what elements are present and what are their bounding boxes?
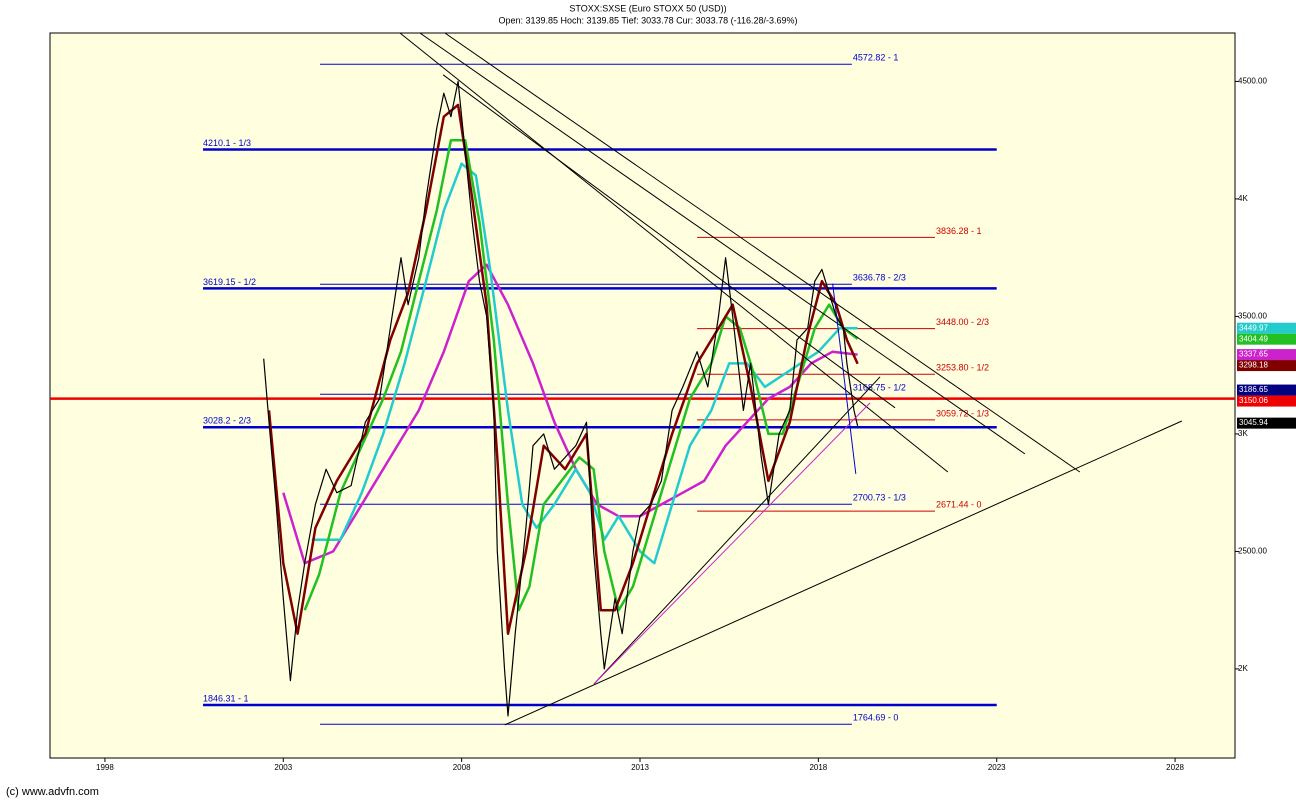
level-label: 3836.28 - 1	[936, 226, 982, 236]
trend-line	[832, 283, 857, 474]
price-badge	[1237, 360, 1296, 372]
level-label: 3028.2 - 2/3	[203, 416, 251, 426]
trend-line	[504, 420, 1183, 726]
plot-layer: 4210.1 - 1/3 3619.15 - 1/2 3028.2 - 2/3 184…	[50, 33, 1235, 726]
trend-line	[419, 33, 1026, 455]
footer: (c) www.advfn.com	[6, 786, 99, 798]
price-badge	[1237, 322, 1296, 334]
x-tick-label: 2018	[809, 763, 827, 772]
level-label: 3636.78 - 2/3	[853, 273, 906, 283]
level-label: 3253.80 - 1/2	[936, 363, 989, 373]
trend-line	[593, 402, 871, 685]
price-badge-label: 3404.49	[1239, 334, 1268, 343]
x-tick-label: 2023	[988, 763, 1006, 772]
price-badge	[1237, 417, 1296, 429]
trend-line	[399, 33, 949, 473]
x-tick-label: 1998	[96, 763, 114, 772]
price-badge	[1237, 395, 1296, 407]
price-badge	[1237, 349, 1296, 361]
y-tick-label: 3K	[1238, 429, 1248, 438]
level-label: 1846.31 - 1	[203, 693, 249, 703]
chart-subtitle: Open: 3139.85 Hoch: 3139.85 Tief: 3033.7…	[498, 15, 797, 25]
y-tick-label: 4K	[1238, 194, 1248, 203]
trend-line	[444, 33, 1081, 473]
level-label: 2700.73 - 1/3	[853, 493, 906, 503]
price-badge	[1237, 384, 1296, 396]
level-label: 4210.1 - 1/3	[203, 138, 251, 148]
plot-area	[49, 32, 1236, 759]
price-badge-label: 3045.94	[1239, 418, 1268, 427]
level-label: 3448.00 - 2/3	[936, 317, 989, 327]
x-tick-label: 2028	[1166, 763, 1184, 772]
trend-line	[442, 74, 896, 409]
trend-line	[593, 376, 881, 685]
price-badge-label: 3298.18	[1239, 361, 1268, 370]
x-tick-label: 2008	[453, 763, 471, 772]
moving-average	[303, 138, 859, 612]
y-tick-label: 2500.00	[1238, 547, 1267, 556]
y-tick-label: 4500.00	[1238, 77, 1267, 86]
price-badge-label: 3150.06	[1239, 396, 1268, 405]
x-tick-label: 2003	[274, 763, 292, 772]
price-badge	[1237, 333, 1296, 345]
price-badge-label: 3337.65	[1239, 350, 1268, 359]
chart-title: STOXX:SXSE (Euro STOXX 50 (USD))	[569, 3, 726, 13]
y-tick-label: 3500.00	[1238, 312, 1267, 321]
level-label: 3059.72 - 1/3	[936, 408, 989, 418]
price-line	[263, 80, 859, 717]
level-label: 2671.44 - 0	[936, 500, 982, 510]
level-label: 4572.82 - 1	[853, 53, 899, 63]
level-label: 1764.69 - 0	[853, 713, 899, 723]
x-tick-label: 2013	[631, 763, 649, 772]
price-badge-label: 3449.97	[1239, 323, 1268, 332]
y-tick-label: 2K	[1238, 664, 1248, 673]
price-badge-label: 3186.65	[1239, 385, 1268, 394]
level-label: 3168.75 - 1/2	[853, 383, 906, 393]
level-label: 3619.15 - 1/2	[203, 277, 256, 287]
